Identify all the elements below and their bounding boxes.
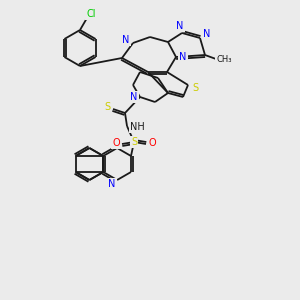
Text: N: N — [130, 92, 138, 102]
Text: N: N — [176, 21, 184, 31]
Text: CH₃: CH₃ — [216, 55, 232, 64]
Text: N: N — [109, 179, 116, 189]
Text: N: N — [122, 35, 130, 45]
Text: S: S — [192, 83, 198, 93]
Text: S: S — [104, 102, 110, 112]
Text: Cl: Cl — [86, 9, 96, 19]
Text: O: O — [112, 138, 120, 148]
Text: N: N — [203, 29, 211, 39]
Text: N: N — [179, 52, 187, 62]
Text: O: O — [148, 138, 156, 148]
Text: NH: NH — [130, 122, 144, 132]
Text: S: S — [131, 137, 137, 147]
